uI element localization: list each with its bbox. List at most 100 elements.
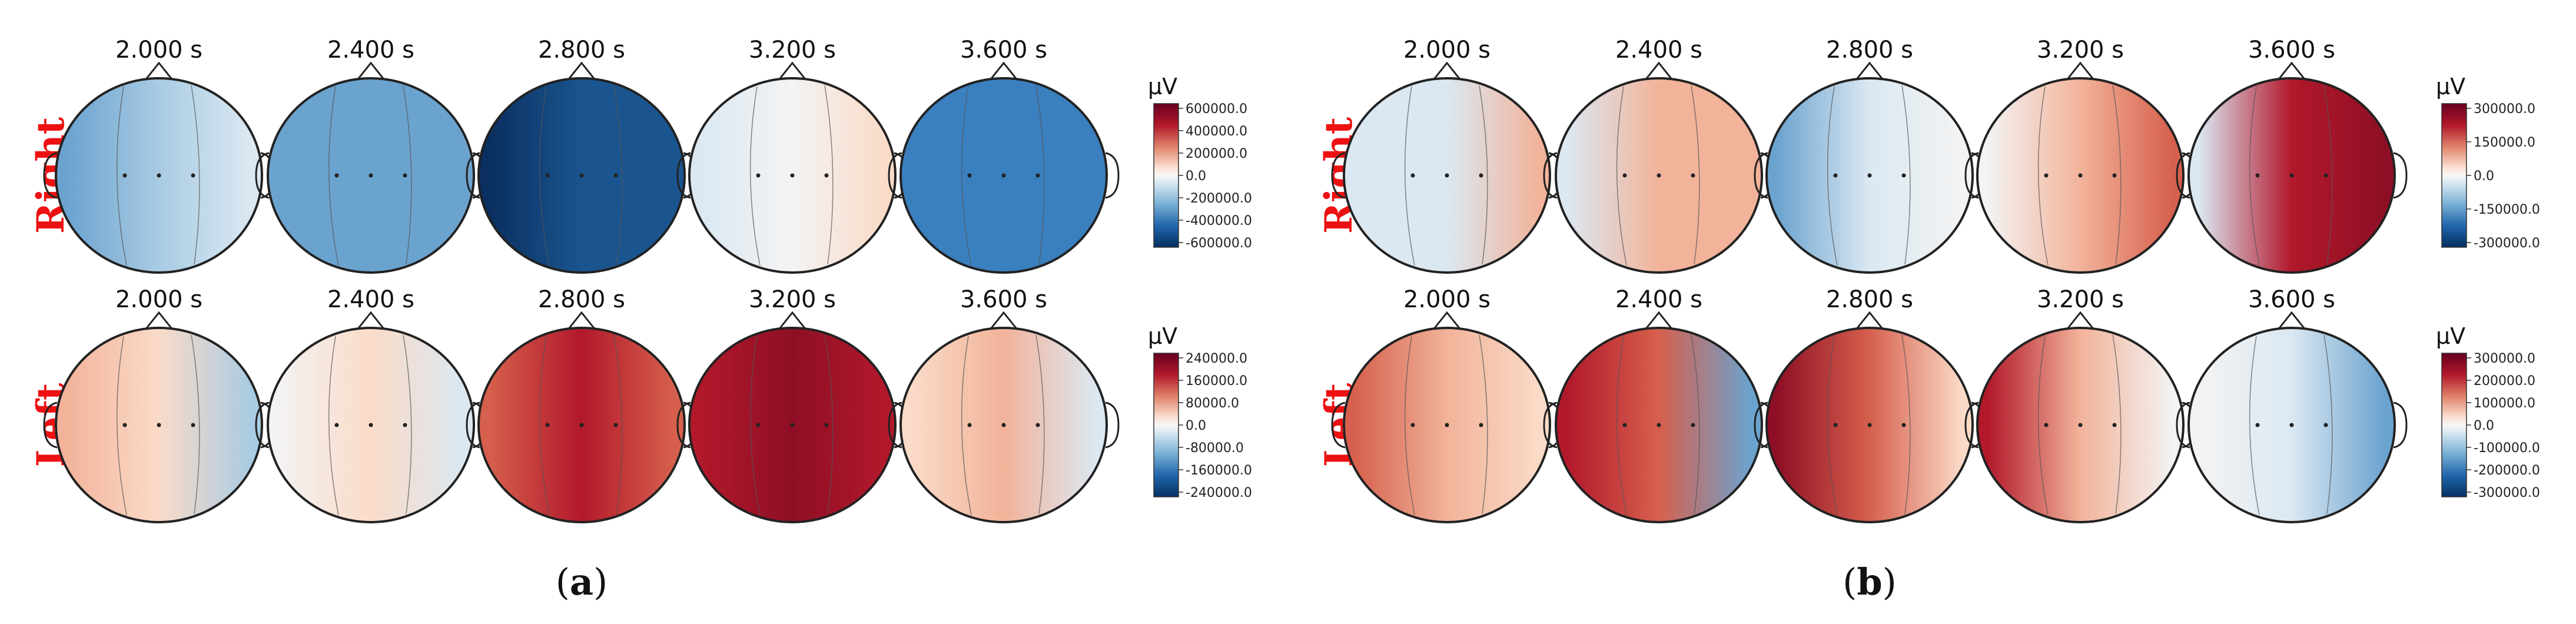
sensor-dot	[2078, 173, 2083, 178]
sensor-dot	[1445, 173, 1449, 178]
colorbar-tick-label: 300000.0	[2474, 351, 2535, 366]
colorbar-gradient	[1153, 103, 1179, 248]
sensor-dot	[1833, 173, 1838, 178]
contour-line	[191, 334, 200, 515]
contour-line	[539, 336, 550, 516]
ear-left-icon	[888, 401, 902, 449]
sensor-dot	[756, 423, 761, 427]
sensor-dot	[1657, 423, 1661, 427]
nose-icon	[2065, 61, 2096, 81]
topomap-head: 2.800 s	[1754, 286, 1986, 523]
contour-line	[191, 85, 200, 265]
nose-icon	[777, 311, 808, 331]
colorbar-tick-label: 200000.0	[2474, 374, 2535, 389]
sensor-dot	[2044, 173, 2049, 178]
sensor-dot	[2323, 173, 2328, 178]
colorbar-tick-label: -240000.0	[1186, 486, 1252, 500]
sensor-dot	[824, 423, 829, 427]
contour-line	[2323, 85, 2333, 265]
contour-line	[1691, 334, 1700, 515]
ear-right-icon	[2393, 401, 2408, 449]
time-label: 2.800 s	[1826, 286, 1913, 313]
sensor-dot	[369, 173, 373, 178]
contour-line	[613, 85, 623, 265]
sensor-dot	[613, 423, 618, 427]
sensor-dot	[824, 173, 829, 178]
time-label: 3.600 s	[960, 36, 1047, 64]
colorbar-tick-label: 400000.0	[1186, 124, 1247, 139]
contour-line	[328, 86, 339, 266]
time-label: 2.000 s	[1403, 36, 1491, 64]
time-label: 3.600 s	[2248, 36, 2335, 64]
sensor-dot	[1622, 173, 1627, 178]
topomap-head: 3.200 s	[676, 36, 908, 274]
nose-icon	[1644, 311, 1674, 331]
contour-line	[116, 86, 127, 266]
sensor-dot	[191, 173, 195, 178]
contour-line	[749, 336, 761, 516]
sensor-dot	[122, 423, 127, 427]
colorbar: µV 600000.0 400000.0 200000.0 0.0 -200000.0 -4…	[1148, 74, 1252, 251]
sensor-dot	[1410, 173, 1415, 178]
sensor-dot	[2323, 423, 2328, 427]
sensor-dot	[1622, 423, 1627, 427]
ear-left-icon	[255, 401, 270, 449]
time-label: 3.600 s	[2248, 286, 2335, 313]
contour-line	[961, 86, 972, 266]
time-label: 2.400 s	[1615, 36, 1702, 64]
colorbar-tick-label: 200000.0	[1186, 147, 1247, 161]
sensor-dot	[545, 423, 550, 427]
nose-icon	[988, 61, 1019, 81]
topomap-head: 2.000 s	[1331, 36, 1563, 274]
time-label: 2.000 s	[115, 286, 203, 313]
topomap-head: 3.600 s	[2176, 36, 2408, 274]
colorbar-gradient	[2441, 103, 2467, 248]
ear-left-icon	[43, 152, 58, 199]
panel-label: (a)	[556, 560, 608, 603]
contour-line	[2037, 336, 2049, 516]
sensor-dot	[2112, 423, 2117, 427]
sensor-dot	[2255, 173, 2260, 178]
sensor-dot	[334, 173, 339, 178]
ear-left-icon	[466, 401, 480, 449]
ear-left-icon	[1331, 401, 1346, 449]
time-label: 2.800 s	[1826, 36, 1913, 64]
ear-right-icon	[2393, 152, 2408, 199]
contour-line	[2323, 334, 2333, 515]
contour-line	[1901, 85, 1911, 265]
topomap-head: 2.800 s	[1754, 36, 1986, 274]
colorbar-tick-label: 300000.0	[2474, 102, 2535, 117]
ear-left-icon	[1543, 401, 1558, 449]
topomap-head: 2.400 s	[255, 286, 487, 523]
sensor-dot	[157, 173, 161, 178]
contour-line	[1827, 86, 1838, 266]
sensor-dot	[369, 423, 373, 427]
sensor-dot	[403, 173, 407, 178]
colorbar-tick-label: -100000.0	[2474, 441, 2540, 456]
nose-icon	[1432, 61, 1462, 81]
topomap-head: 2.800 s	[466, 286, 698, 523]
ear-left-icon	[2176, 401, 2190, 449]
nose-icon	[144, 311, 174, 331]
topomap-head: 3.600 s	[2176, 286, 2408, 523]
nose-icon	[1432, 311, 1462, 331]
colorbar-tick-label: -160000.0	[1186, 463, 1252, 478]
contour-line	[539, 86, 550, 266]
contour-line	[1616, 86, 1627, 266]
sensor-dot	[613, 173, 618, 178]
panel-label: (b)	[1843, 560, 1897, 603]
sensor-dot	[2112, 173, 2117, 178]
ear-left-icon	[676, 401, 691, 449]
sensor-dot	[1867, 173, 1872, 178]
sensor-dot	[790, 423, 795, 427]
sensor-dot	[122, 173, 127, 178]
nose-icon	[566, 311, 597, 331]
sensor-dot	[545, 173, 550, 178]
sensor-dot	[1901, 423, 1906, 427]
contour-line	[1479, 334, 1488, 515]
colorbar-gradient	[2441, 353, 2467, 497]
sensor-dot	[1657, 173, 1661, 178]
colorbar-tick-label: -200000.0	[1186, 191, 1252, 206]
ear-right-icon	[1105, 401, 1120, 449]
contour-line	[961, 336, 972, 516]
